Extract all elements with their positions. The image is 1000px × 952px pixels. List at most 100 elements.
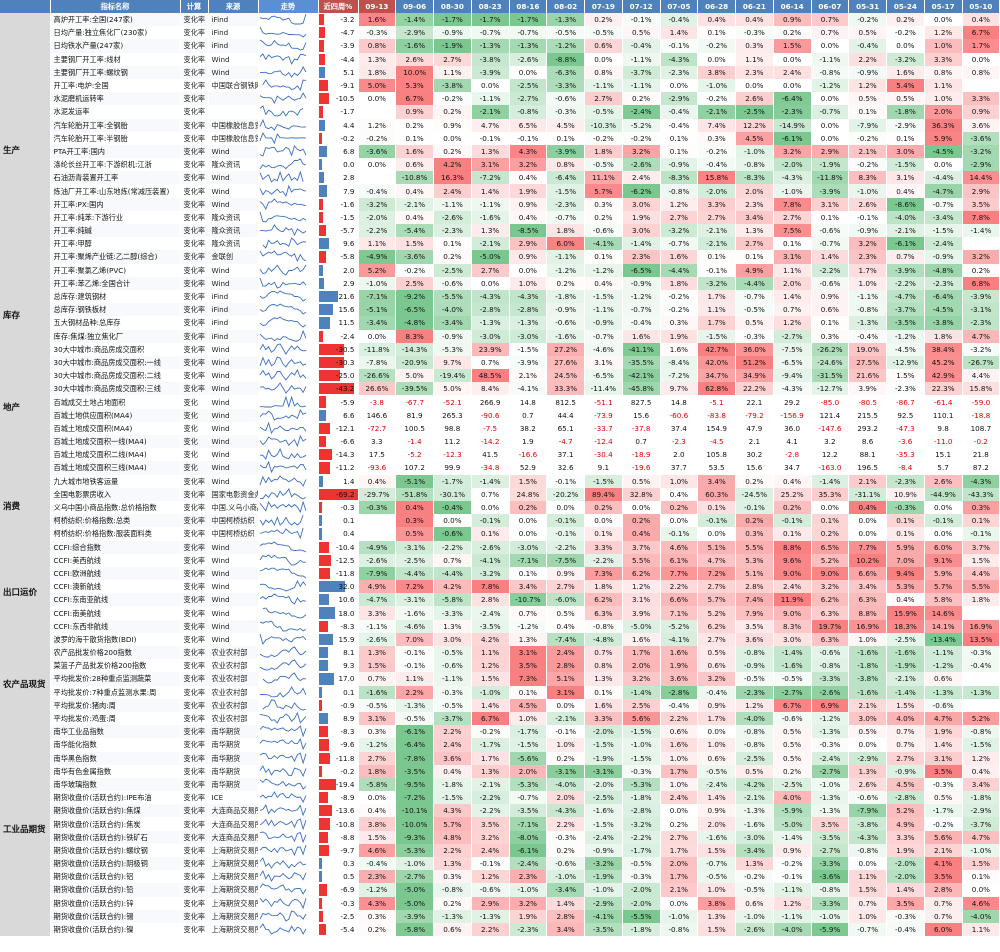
weekly-value: -0.1%: [660, 527, 699, 541]
calc-method: 变化率: [180, 896, 209, 910]
weekly-value: -1.8%: [622, 791, 661, 805]
data-source: Wind: [208, 540, 259, 554]
weekly-value: -1.3%: [471, 39, 510, 53]
weekly-value: 4.5%: [735, 131, 774, 145]
table-row: 工业品期货 南华工业品指数 变化率 南华期货 -8.3 0.3% -6.1% 2.2% -0.2…: [0, 725, 1000, 937]
weekly-value: -3.2%: [660, 224, 699, 238]
table-row: 汽车轮胎开工率:全钢胎 变化率 中国橡胶信息贸 4.4 1.2% 0.2% 0.9% 4.7%…: [0, 118, 1000, 132]
trend-sparkline: [258, 250, 319, 264]
weekly-value: 1.3%: [697, 909, 736, 923]
weekly-value: 5.2%: [697, 606, 736, 620]
weekly-value: 12.2%: [735, 118, 774, 132]
table-row: 百城土地供应面积(MA4) 变化 Wind 6.6 146.6 81.9 265.3 -90.…: [0, 408, 1000, 422]
recent-change-bar: [318, 396, 326, 408]
trend-sparkline: [258, 593, 319, 607]
weekly-value: -0.1%: [962, 527, 1000, 541]
weekly-value: 0.8%: [546, 158, 585, 172]
weekly-value: -1.3%: [395, 698, 434, 712]
weekly-value: -0.7%: [509, 26, 548, 40]
weekly-value: -26.2%: [811, 342, 850, 356]
weekly-value: 0.0%: [697, 52, 736, 66]
weekly-value: -10.1%: [395, 804, 434, 818]
calc-method: 变化率: [180, 553, 209, 567]
weekly-value: 1.3%: [433, 857, 472, 871]
weekly-value: -7.2%: [395, 791, 434, 805]
weekly-value: -12.3: [433, 448, 472, 462]
weekly-value: -1.0%: [735, 909, 774, 923]
weekly-value: 0.0%: [660, 78, 699, 93]
weekly-value: -0.8%: [735, 725, 774, 739]
calc-method: 变化率: [180, 237, 209, 251]
weekly-value: -0.5%: [433, 646, 472, 660]
weekly-value: 14.6%: [924, 606, 963, 620]
weekly-value: 2.7%: [886, 751, 925, 765]
weekly-value: 3.6%: [962, 118, 1000, 132]
weekly-value: 0.0%: [697, 725, 736, 739]
weekly-value: -0.1%: [848, 210, 887, 224]
weekly-value: 5.3%: [886, 580, 925, 594]
weekly-value: 0.2%: [546, 843, 585, 857]
recent-change-value: -1.7: [340, 107, 355, 117]
trend-sparkline: [258, 672, 319, 686]
weekly-value: -1.1%: [773, 909, 812, 923]
weekly-value: -0.2%: [924, 817, 963, 831]
weekly-value: -3.2%: [962, 144, 1000, 159]
trend-sparkline: [258, 764, 319, 778]
weekly-value: 0.0%: [848, 514, 887, 528]
weekly-value: 0.2%: [622, 514, 661, 528]
data-source: 中国柯桥纺织: [208, 527, 259, 541]
weekly-value: -10.0%: [395, 817, 434, 831]
weekly-value: 4.5%: [886, 777, 925, 792]
trend-sparkline: [258, 329, 319, 343]
data-source: 隆众资讯: [208, 237, 259, 251]
weekly-value: [358, 105, 397, 119]
indicator-name: 五大钢材品种:总库存: [50, 316, 181, 330]
calc-method: 变化率: [180, 804, 209, 818]
weekly-value: 5.0%: [433, 382, 472, 396]
weekly-value: -0.7%: [660, 237, 699, 251]
weekly-value: 0.8%: [962, 65, 1000, 79]
weekly-value: -2.2%: [546, 540, 585, 554]
weekly-value: 1.4%: [811, 250, 850, 264]
weekly-value: 0.0%: [660, 804, 699, 818]
weekly-value: 41.5: [471, 448, 510, 462]
recent-change: 8.1: [318, 646, 359, 660]
recent-change-bar: [318, 119, 325, 131]
weekly-value: -1.0%: [471, 685, 510, 699]
weekly-value: 0.4%: [660, 487, 699, 501]
calc-method: 变化率: [180, 580, 209, 594]
weekly-value: -1.3%: [962, 685, 1000, 699]
recent-change-bar: [318, 923, 326, 936]
weekly-value: 9.0%: [773, 606, 812, 620]
recent-change: -2.4: [318, 329, 359, 343]
weekly-value: -2.6%: [735, 922, 774, 937]
weekly-value: 0.0%: [660, 896, 699, 910]
weekly-value: -24.6%: [811, 355, 850, 370]
weekly-value: -8.8%: [546, 52, 585, 66]
weekly-value: -8.0%: [509, 830, 548, 844]
weekly-value: 10.2%: [848, 553, 887, 567]
weekly-value: -19.6: [622, 461, 661, 475]
weekly-value: -1.0%: [962, 843, 1000, 857]
recent-change: 11.5: [318, 316, 359, 330]
weekly-value: -7.5%: [773, 342, 812, 356]
weekly-value: -7.2%: [471, 171, 510, 185]
table-row: CCFI:南美航线 变化率 Wind 18.0 3.3% -1.6% -3.3% -2.4% 0…: [0, 606, 1000, 620]
weekly-value: 0.7: [509, 408, 548, 422]
table-row: CCFI:美西航线 变化率 Wind -12.5 -2.6% -2.5% 0.7% -4.1%…: [0, 553, 1000, 567]
weekly-value: -6.4%: [395, 738, 434, 752]
weekly-value: -3.5%: [811, 830, 850, 844]
weekly-value: 1.3%: [358, 52, 397, 66]
weekly-value: -30.4: [584, 448, 623, 462]
weekly-value: -2.3%: [886, 474, 925, 488]
weekly-value: 1.2%: [358, 118, 397, 132]
weekly-value: -9.4%: [773, 369, 812, 383]
weekly-value: 1.8%: [924, 329, 963, 343]
weekly-value: -1.6%: [395, 606, 434, 620]
data-source: 南华期货: [208, 725, 259, 739]
weekly-value: 6.6%: [848, 566, 887, 581]
weekly-value: 0.9%: [773, 843, 812, 857]
weekly-value: 16.3%: [433, 171, 472, 185]
recent-change-bar: [318, 844, 329, 856]
trend-sparkline: [258, 276, 319, 290]
